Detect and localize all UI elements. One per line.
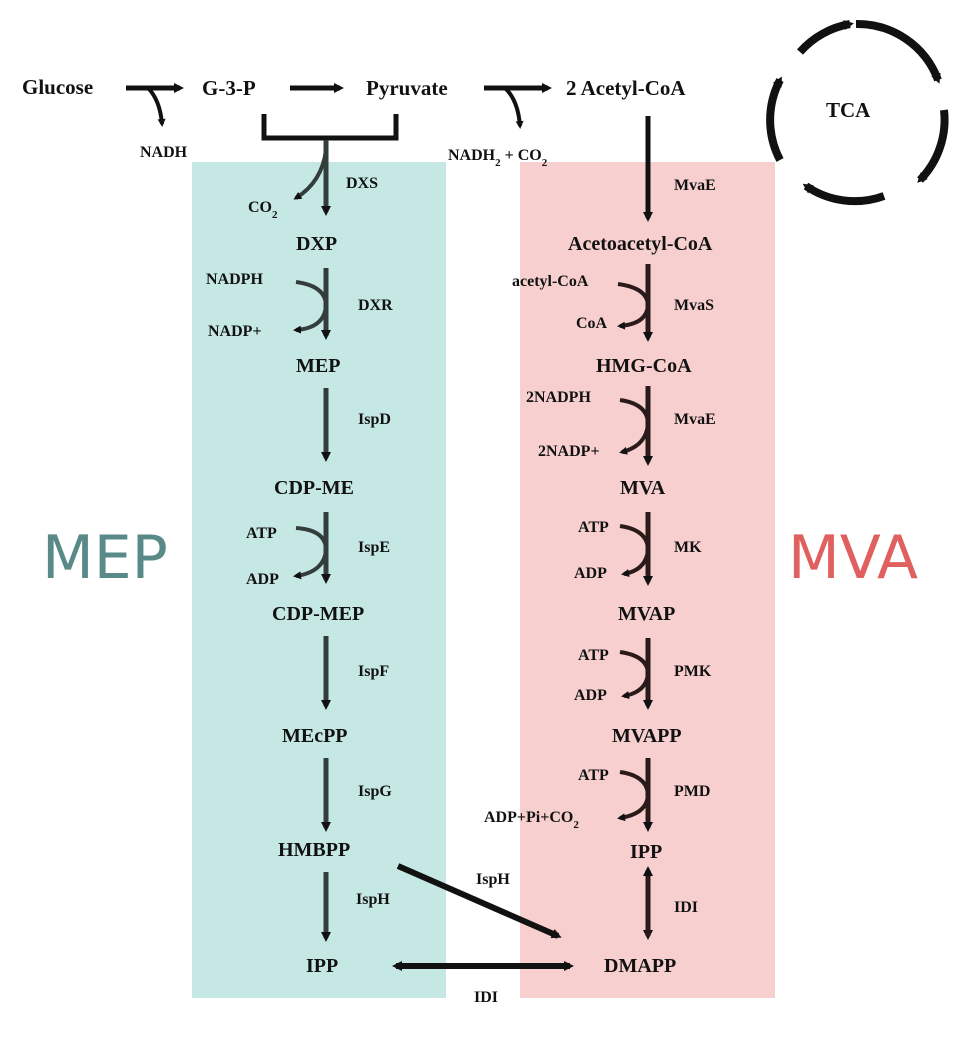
enzyme-mvae-1: MvaE	[674, 177, 716, 194]
tca-cycle	[766, 19, 949, 206]
met-ipp-mva: IPP	[630, 841, 662, 863]
enzyme-isph-cross: IspH	[476, 871, 510, 888]
met-cdp-me: CDP-ME	[274, 477, 354, 499]
nadh2-co2-label: NADH2 + CO2	[448, 147, 548, 169]
cross-arrows	[392, 863, 574, 971]
glucose-label: Glucose	[22, 75, 93, 99]
mep-panel-bg	[192, 162, 446, 998]
g3p-label: G-3-P	[202, 76, 256, 100]
met-cdp-mep: CDP-MEP	[272, 603, 364, 625]
enzyme-dxr: DXR	[358, 297, 393, 314]
met-acetoacetyl-coa: Acetoacetyl-CoA	[568, 233, 713, 255]
enzyme-pmk: PMK	[674, 663, 712, 680]
mva-adp-2: ADP	[574, 687, 607, 704]
mep-adp: ADP	[246, 571, 279, 588]
mva-coa: CoA	[576, 315, 608, 332]
mep-nadp: NADP+	[208, 323, 262, 340]
met-ipp-mep: IPP	[306, 955, 338, 977]
mep-atp: ATP	[246, 525, 277, 542]
enzyme-isph-mep: IspH	[356, 891, 390, 908]
enzyme-ispd: IspD	[358, 411, 391, 428]
met-mva: MVA	[620, 477, 666, 499]
nadh-label: NADH	[140, 144, 188, 161]
top-arrows	[126, 83, 653, 222]
enzyme-dxs: DXS	[346, 175, 378, 192]
mva-arrows	[617, 264, 653, 940]
met-mecpp: MEcPP	[282, 725, 348, 747]
met-dxp: DXP	[296, 233, 337, 255]
mep-arrows	[293, 140, 331, 942]
enzyme-ispg: IspG	[358, 783, 392, 800]
mva-acetyl-coa: acetyl-CoA	[512, 273, 589, 290]
mva-2nadp: 2NADP+	[538, 443, 600, 460]
enzyme-idi-mva: IDI	[674, 899, 698, 916]
mva-adp-pi-co2: ADP+Pi+CO2	[484, 809, 579, 831]
mva-atp-3: ATP	[578, 767, 609, 784]
met-dmapp: DMAPP	[604, 955, 676, 977]
mva-2nadph: 2NADPH	[526, 389, 591, 406]
enzyme-ispe: IspE	[358, 539, 390, 556]
enzyme-ispf: IspF	[358, 663, 389, 680]
met-hmbpp: HMBPP	[278, 839, 350, 861]
met-mvap: MVAP	[618, 603, 675, 625]
mva-title: MVA	[788, 523, 918, 593]
enzyme-mvae-2: MvaE	[674, 411, 716, 428]
enzyme-mk: MK	[674, 539, 702, 556]
mep-title: MEP	[42, 523, 168, 593]
met-mep: MEP	[296, 355, 340, 377]
mva-atp-2: ATP	[578, 647, 609, 664]
acetyl-coa-label: 2 Acetyl-CoA	[566, 76, 686, 100]
enzyme-idi-cross: IDI	[474, 989, 498, 1006]
mep-co2: CO2	[248, 199, 278, 221]
met-mvapp: MVAPP	[612, 725, 682, 747]
enzyme-pmd: PMD	[674, 783, 710, 800]
pyruvate-label: Pyruvate	[366, 76, 448, 100]
mva-adp-1: ADP	[574, 565, 607, 582]
enzyme-mvas: MvaS	[674, 297, 714, 314]
mep-nadph: NADPH	[206, 271, 263, 288]
met-hmg-coa: HMG-CoA	[596, 355, 692, 377]
mva-atp-1: ATP	[578, 519, 609, 536]
tca-label: TCA	[826, 98, 871, 122]
